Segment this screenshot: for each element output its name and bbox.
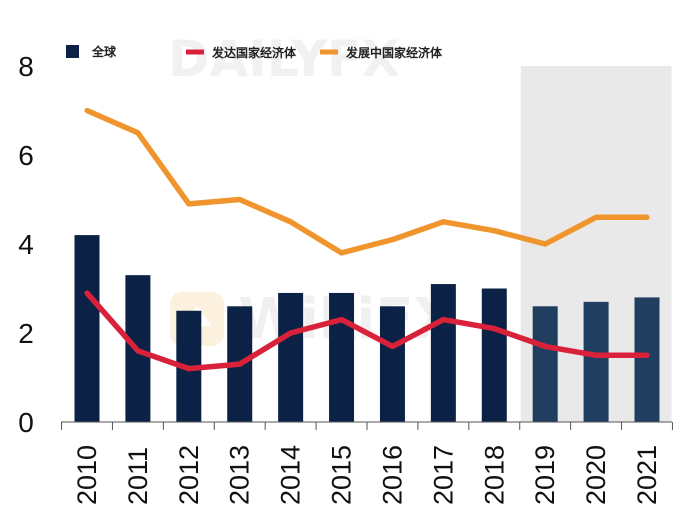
line-point-1-2020 <box>593 352 599 358</box>
line-point-2-2019 <box>542 241 548 247</box>
x-tick-label-2021: 2021 <box>632 445 662 505</box>
bar-2014 <box>278 292 304 422</box>
line-point-2-2017 <box>440 219 446 225</box>
bar-2019 <box>532 306 558 422</box>
line-point-1-2015 <box>338 317 345 323</box>
x-tick-label-2011: 2011 <box>123 447 153 505</box>
x-tick-label-2016: 2016 <box>377 445 407 505</box>
line-point-2-2021 <box>644 214 650 220</box>
line-point-2-2016 <box>389 236 396 243</box>
legend-swatch-bar <box>66 45 79 58</box>
bar-2015 <box>329 292 355 422</box>
line-point-2-2012 <box>186 201 192 207</box>
line-point-2-2015 <box>338 250 345 256</box>
y-tick-label-6: 6 <box>18 140 34 171</box>
line-point-1-2021 <box>644 352 650 358</box>
y-tick-label-4: 4 <box>18 229 34 260</box>
line-point-1-2010 <box>84 290 90 296</box>
y-tick-label-2: 2 <box>18 318 34 349</box>
bar-2010 <box>74 235 100 422</box>
line-point-2-2018 <box>491 228 497 234</box>
x-tick-label-2018: 2018 <box>479 445 509 505</box>
y-tick-label-8: 8 <box>18 51 34 82</box>
x-tick-label-2015: 2015 <box>327 445 357 505</box>
line-point-2-2011 <box>135 130 141 136</box>
bar-2021 <box>634 297 660 422</box>
line-point-1-2016 <box>389 343 396 349</box>
bar-2016 <box>379 306 405 422</box>
legend-label-bar: 全球 <box>91 44 117 59</box>
x-tick-label-2014: 2014 <box>276 445 306 505</box>
y-tick-label-0: 0 <box>18 407 34 438</box>
line-point-2-2010 <box>84 107 90 114</box>
bar-2017 <box>430 284 456 422</box>
legend-label-line-1: 发达国家经济体 <box>211 45 297 60</box>
x-tick-label-2017: 2017 <box>428 445 458 505</box>
line-point-1-2018 <box>491 325 497 332</box>
line-point-1-2019 <box>542 343 548 349</box>
bar-layer <box>74 235 660 422</box>
x-tick-label-2012: 2012 <box>174 445 204 505</box>
line-layer <box>84 107 650 372</box>
line-point-1-2012 <box>186 366 192 372</box>
x-tick-label-2020: 2020 <box>581 445 611 505</box>
bar-2020 <box>583 301 609 422</box>
line-point-1-2011 <box>135 348 141 354</box>
line-point-2-2013 <box>237 196 243 203</box>
line-point-2-2014 <box>288 219 294 225</box>
legend-label-line-2: 发展中国家经济体 <box>345 45 443 60</box>
x-tick-label-2019: 2019 <box>530 445 560 505</box>
line-series-1 <box>84 291 647 372</box>
x-tick-label-2010: 2010 <box>72 445 102 505</box>
watermark-top: DAILYFX <box>168 30 400 88</box>
line-point-1-2013 <box>237 361 243 367</box>
legend: 全球 发达国家经济体 发展中国家经济体 <box>66 44 443 60</box>
line-series-2 <box>85 107 647 256</box>
line-point-1-2017 <box>440 317 446 323</box>
axis-layer: 0 2 4 6 8 2010 2011 2012 2013 2014 2015 2016 2017 201… <box>18 51 673 505</box>
x-tick-label-2013: 2013 <box>225 445 255 505</box>
line-point-1-2014 <box>288 330 294 336</box>
bar-2018 <box>481 288 507 422</box>
watermark-layer: DAILYFX WikiFX <box>168 30 457 352</box>
line-point-2-2020 <box>593 214 599 220</box>
